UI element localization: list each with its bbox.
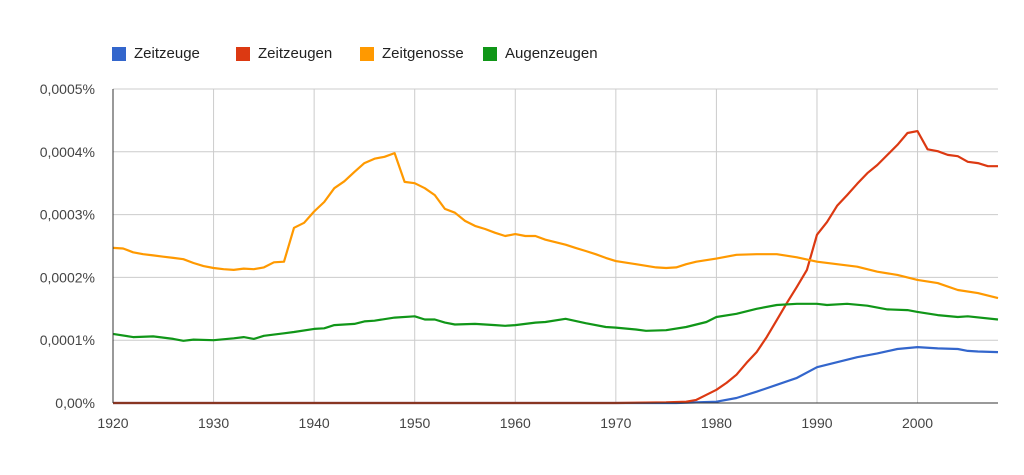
y-tick-label: 0,00% — [55, 395, 95, 411]
series-line-zeitzeuge[interactable] — [113, 346, 999, 405]
x-tick-label: 2000 — [902, 415, 933, 431]
y-tick-label: 0,0004% — [40, 144, 95, 160]
series-line-augenzeugen[interactable] — [112, 302, 999, 342]
legend-label: Zeitzeuge — [134, 45, 200, 62]
legend-item-augenzeugen[interactable]: Augenzeugen — [483, 45, 598, 62]
y-tick-label: 0,0001% — [40, 332, 95, 348]
legend-item-zeitgenosse[interactable]: Zeitgenosse — [360, 45, 464, 62]
legend-swatch-orange — [360, 46, 374, 61]
series-line-zeitgenosse[interactable] — [112, 152, 999, 300]
x-tick-label: 1940 — [299, 415, 330, 431]
legend-swatch-green — [483, 46, 497, 61]
y-tick-label: 0,0003% — [40, 207, 95, 223]
x-tick-label: 1970 — [600, 415, 631, 431]
y-tick-label: 0,0005% — [40, 81, 95, 97]
x-tick-label: 1960 — [500, 415, 531, 431]
y-axis-labels: 0,00% 0,0001% 0,0002% 0,0003% 0,0004% 0,0005% — [40, 81, 95, 411]
x-tick-label: 1920 — [97, 415, 128, 431]
chart-series — [112, 130, 999, 405]
x-tick-label: 1930 — [198, 415, 229, 431]
x-tick-label: 1950 — [399, 415, 430, 431]
legend-swatch-red — [236, 46, 250, 61]
legend-item-zeitzeugen[interactable]: Zeitzeugen — [236, 45, 332, 62]
chart-axes — [112, 89, 998, 404]
legend-swatch-blue — [112, 46, 126, 61]
series-line-zeitzeugen[interactable] — [113, 130, 998, 405]
legend-label: Zeitgenosse — [382, 45, 464, 62]
y-tick-label: 0,0002% — [40, 269, 95, 285]
x-tick-label: 1990 — [801, 415, 832, 431]
chart-gridlines — [113, 88, 998, 403]
legend-label: Zeitzeugen — [258, 45, 333, 62]
legend-label: Augenzeugen — [505, 45, 598, 62]
legend-item-zeitzeuge[interactable]: Zeitzeuge — [112, 45, 200, 62]
x-tick-label: 1980 — [701, 415, 732, 431]
x-axis-labels: 1920 1930 1940 1950 1960 1970 1980 1990 2000 — [97, 415, 933, 431]
